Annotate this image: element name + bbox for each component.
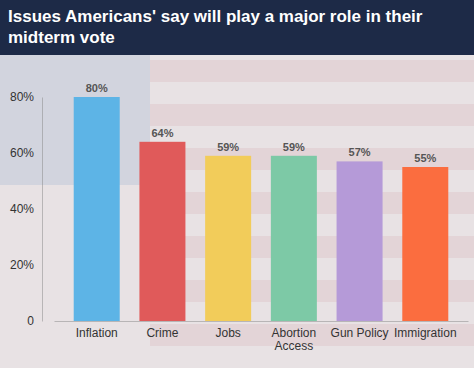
x-tick-label-line: Abortion <box>272 326 317 340</box>
background-stripe <box>150 60 474 82</box>
y-axis: 0 20% 40% 60% 80% <box>10 90 43 328</box>
x-tick-label: Inflation <box>76 326 118 340</box>
bars <box>74 97 449 321</box>
x-tick: AbortionAccess <box>272 321 317 353</box>
background-stripes <box>150 60 474 346</box>
y-tick-label: 80% <box>10 90 34 104</box>
y-tick-label: 0 <box>27 314 34 328</box>
x-tick-label: Crime <box>146 326 178 340</box>
x-tick: Jobs <box>215 321 240 340</box>
data-label: 80% <box>86 82 108 94</box>
x-tick: Inflation <box>76 321 118 340</box>
x-tick-label: Immigration <box>394 326 457 340</box>
title: Issues Americans' say will play a major … <box>8 7 423 47</box>
bar <box>271 156 317 321</box>
plot: 0 20% 40% 60% 80% Inflation Crime Jobs AbortionA… <box>10 82 469 353</box>
y-tick: 80% <box>10 90 42 104</box>
x-axis: Inflation Crime Jobs AbortionAccess Gun Poli… <box>55 321 469 353</box>
data-label: 59% <box>217 141 239 153</box>
y-tick: 20% <box>10 258 42 272</box>
y-tick: 0 <box>27 314 42 328</box>
data-label: 57% <box>349 146 371 158</box>
x-tick: Immigration <box>394 321 457 340</box>
x-tick-label: Jobs <box>215 326 240 340</box>
y-tick: 60% <box>10 146 42 160</box>
data-label: 59% <box>283 141 305 153</box>
x-tick-label: AbortionAccess <box>272 326 317 353</box>
title-band <box>0 0 474 55</box>
y-tick-label: 20% <box>10 258 34 272</box>
x-tick: Crime <box>146 321 178 340</box>
y-axis-line <box>42 98 43 322</box>
bar <box>205 156 251 321</box>
bar <box>337 161 383 321</box>
bar <box>402 167 448 321</box>
y-tick-label: 40% <box>10 202 34 216</box>
x-tick-label: Gun Policy <box>331 326 389 340</box>
x-tick: Gun Policy <box>331 321 389 340</box>
x-tick-label-line: Access <box>275 339 314 353</box>
x-axis-line <box>55 321 469 322</box>
y-tick: 40% <box>10 202 42 216</box>
bar <box>74 97 120 321</box>
background <box>0 0 474 368</box>
background-stripe <box>150 104 474 126</box>
title-line: midterm vote <box>8 28 115 47</box>
title-line: Issues Americans' say will play a major … <box>8 7 423 26</box>
data-label: 64% <box>151 127 173 139</box>
y-tick-label: 60% <box>10 146 34 160</box>
data-labels: 80% 64% 59% 59% 57% 55% <box>86 82 437 164</box>
data-label: 55% <box>414 152 436 164</box>
bar <box>139 142 185 321</box>
